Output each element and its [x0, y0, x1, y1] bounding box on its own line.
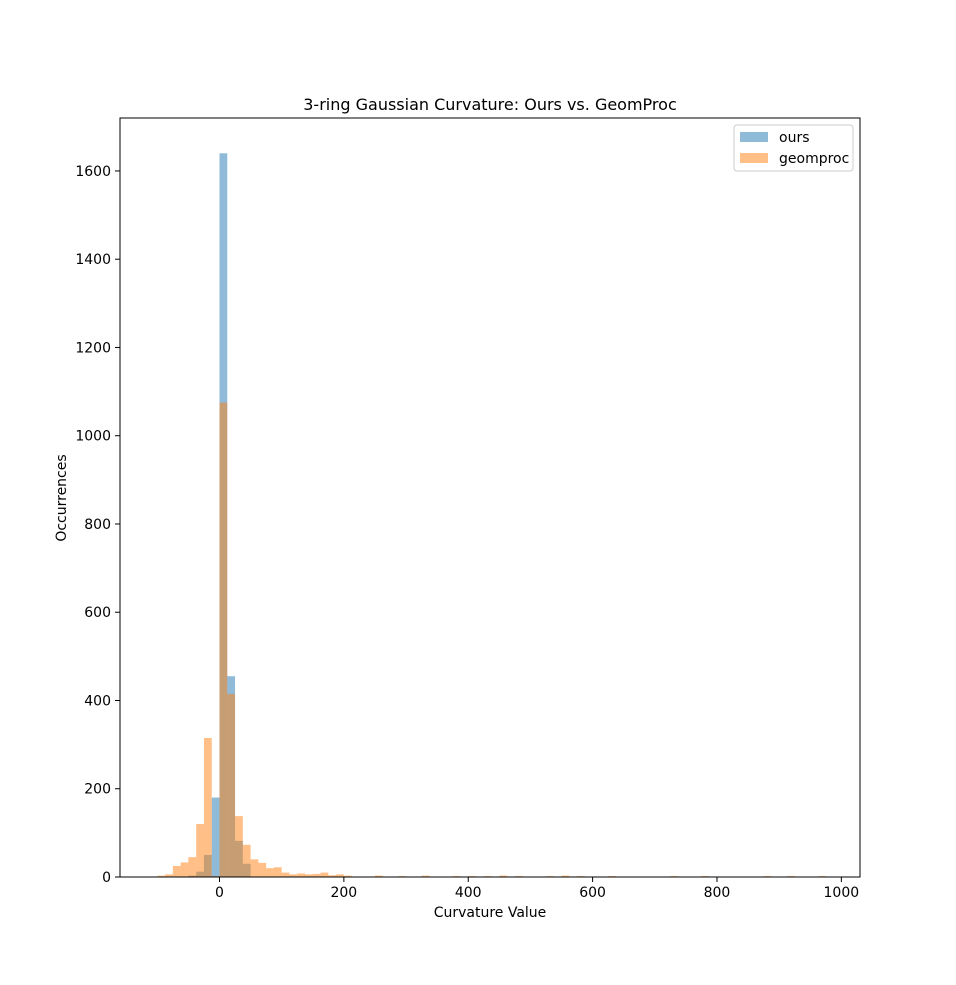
bar-geomproc-23	[336, 874, 344, 877]
bar-geomproc-12	[250, 859, 259, 877]
bar-geomproc-11	[242, 844, 251, 877]
bar-geomproc-5	[196, 824, 204, 877]
bar-geomproc-2	[172, 865, 181, 877]
bar-geomproc-22	[328, 875, 337, 877]
x-tick-label: 0	[215, 885, 224, 901]
x-tick-label: 800	[704, 885, 731, 901]
y-tick-label: 400	[84, 693, 111, 709]
bar-geomproc-25	[374, 875, 383, 877]
bar-geomproc-14	[266, 868, 274, 877]
bar-geomproc-10	[235, 816, 243, 877]
y-tick-label: 600	[84, 605, 111, 621]
bar-geomproc-19	[305, 874, 313, 877]
y-tick-label: 1200	[75, 340, 111, 356]
series-geomproc	[157, 402, 826, 878]
y-tick-label: 800	[84, 517, 111, 533]
bar-geomproc-16	[281, 872, 290, 877]
y-tick-label: 1600	[75, 164, 111, 180]
bar-geomproc-21	[320, 872, 329, 877]
legend-label-geomproc: geomproc	[779, 151, 849, 167]
bar-geomproc-31	[499, 875, 508, 877]
bar-geomproc-13	[258, 862, 267, 877]
legend: ours geomproc	[733, 124, 854, 172]
y-tick-label: 1400	[75, 252, 111, 268]
y-tick-label: 200	[84, 782, 111, 798]
y-tick-label: 0	[102, 870, 111, 886]
x-axis-label: Curvature Value	[434, 905, 547, 921]
bar-geomproc-8	[219, 402, 228, 878]
bar-ours-3	[211, 797, 220, 877]
x-tick-label: 600	[579, 885, 606, 901]
y-tick-label: 1000	[75, 429, 111, 445]
bar-geomproc-9	[227, 693, 236, 877]
x-tick-label: 400	[455, 885, 482, 901]
x-tick-label: 200	[330, 885, 357, 901]
y-axis-label: Occurrences	[54, 454, 70, 541]
chart-title: 3-ring Gaussian Curvature: Ours vs. Geom…	[303, 95, 676, 114]
x-axis-ticks: 0 200 400 600 800 1000	[215, 877, 859, 901]
bar-geomproc-18	[297, 873, 305, 877]
bar-geomproc-0	[157, 875, 166, 877]
x-tick-label: 1000	[824, 885, 860, 901]
legend-swatch-ours	[740, 132, 768, 142]
bar-geomproc-3	[180, 862, 189, 877]
bar-geomproc-6	[203, 738, 212, 877]
y-axis-ticks: 0 200 400 600 800 1000 1200 1400 1600	[75, 164, 120, 886]
bars-layer	[157, 153, 826, 878]
legend-label-ours: ours	[779, 130, 810, 146]
bar-geomproc-24	[343, 875, 352, 877]
bar-geomproc-1	[165, 874, 173, 877]
bar-geomproc-20	[312, 873, 321, 877]
series-ours	[188, 153, 251, 878]
bar-geomproc-15	[273, 867, 282, 877]
legend-swatch-geomproc	[740, 153, 768, 163]
bar-geomproc-4	[188, 857, 197, 877]
bar-geomproc-34	[561, 875, 570, 877]
bar-geomproc-17	[289, 874, 298, 877]
plot-frame	[119, 117, 861, 878]
bar-geomproc-27	[421, 875, 430, 877]
